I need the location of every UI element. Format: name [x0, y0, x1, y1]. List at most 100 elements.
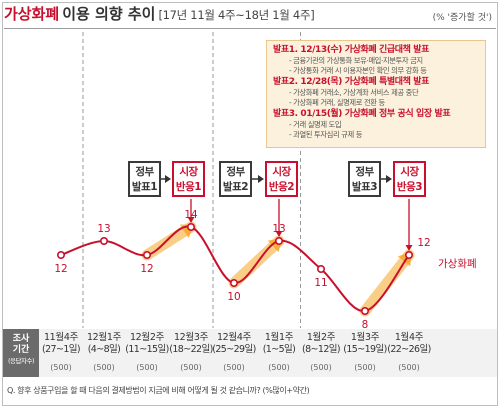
x-tick-n: (500)	[354, 363, 376, 372]
page-title: 가상화폐 이용 의향 추이 [17년 11월 4주~18년 1월 4주]	[4, 3, 315, 27]
reaction-drop-arrowhead	[275, 231, 283, 237]
axis-label: 조사 기간 (응답자수)	[3, 329, 39, 377]
x-tick-n: (500)	[310, 363, 332, 372]
announcement-2: 발표2. 12/28(목) 가상화폐 특별대책 발표 - 가상화폐 거래소, 가…	[273, 77, 479, 108]
data-point	[100, 237, 109, 246]
x-tick: 12월3주 (18~22일) (500)	[161, 332, 221, 373]
event-market-3: 시장 반응3	[393, 161, 426, 197]
data-point	[360, 306, 369, 315]
event-market-1: 시장 반응1	[172, 161, 205, 197]
x-tick-week: 1월4주	[394, 332, 424, 343]
announcement-1-title: 발표1. 12/13(수) 가상화폐 긴급대책 발표	[273, 45, 430, 55]
title-main: 이용 의향 추이	[62, 5, 156, 23]
period-band	[3, 329, 497, 377]
announcement-2-title: 발표2. 12/28(목) 가상화폐 특별대책 발표	[273, 77, 430, 87]
reaction-highlight	[359, 249, 415, 317]
event-gov-1: 정부 발표1	[128, 161, 161, 197]
x-tick-n: (500)	[50, 363, 72, 372]
data-point	[404, 251, 413, 260]
data-label: 13	[97, 223, 110, 235]
data-label: 11	[314, 277, 327, 289]
x-tick-week: 12월2주	[129, 332, 165, 343]
x-tick: 12월1주 (4~8일) (500)	[74, 332, 134, 373]
event-gov-2: 정부 발표2	[219, 161, 252, 197]
announcement-3-detail: - 과열된 투자심리 규제 등	[289, 130, 363, 139]
event-label: 발표1	[131, 181, 158, 193]
x-tick-week: 12월4주	[216, 332, 252, 343]
title-highlight: 가상화폐	[4, 5, 60, 23]
x-tick-week: 11월4주	[43, 332, 79, 343]
event-label: 정부	[226, 166, 245, 178]
x-tick: 1월2주 (8~12일) (500)	[291, 332, 351, 373]
data-label: 12	[140, 263, 153, 275]
data-label: 10	[227, 291, 240, 303]
x-tick-week: 1월3주	[350, 332, 380, 343]
data-point	[187, 223, 196, 232]
x-tick: 1월3주 (15~19일) (500)	[335, 332, 395, 373]
x-tick-n: (500)	[180, 363, 202, 372]
data-label: 12	[417, 237, 430, 249]
announcement-2-detail: - 가상화폐 거래소, 가상계좌 서비스 제공 중단	[289, 88, 419, 97]
x-tick-dates: (18~22일)	[169, 344, 213, 355]
announcement-1: 발표1. 12/13(수) 가상화폐 긴급대책 발표 - 금융기관의 가상통화 …	[273, 45, 479, 76]
event-arrowhead	[258, 175, 264, 183]
data-label: 8	[362, 319, 369, 331]
unit-label: (% '증가할 것')	[432, 13, 492, 23]
x-tick-dates: (1~5일)	[262, 344, 296, 355]
data-point	[230, 278, 239, 287]
event-label: 시장	[179, 166, 198, 178]
x-tick-dates: (15~19일)	[343, 344, 387, 355]
announcement-3-detail: - 거래 실명제 도입	[289, 120, 342, 129]
reaction-highlight	[228, 235, 285, 289]
announcement-1-detail: - 가상통화 거래 시 이용자본인 확인 의무 강화 등	[289, 66, 427, 75]
x-tick-n: (500)	[93, 363, 115, 372]
series-label: 가상화폐	[438, 258, 477, 270]
event-label: 반응1	[175, 181, 202, 193]
x-tick-week: 1월1주	[264, 332, 294, 343]
event-label: 반응2	[268, 181, 295, 193]
x-tick-dates: (11~15일)	[125, 344, 169, 355]
survey-question: Q. 향후 상품구입을 할 때 다음의 결제방법이 지금에 비해 어떻게 될 것…	[7, 386, 310, 395]
axis-label-line: 기간	[12, 345, 30, 355]
event-arrowhead	[165, 175, 171, 183]
event-label: 시장	[272, 166, 291, 178]
reaction-drop-arrowhead	[187, 217, 195, 223]
event-label: 정부	[135, 166, 154, 178]
x-tick-dates: (4~8일)	[87, 344, 121, 355]
event-label: 시장	[400, 166, 419, 178]
announcement-box: 발표1. 12/13(수) 가상화폐 긴급대책 발표 - 금융기관의 가상통화 …	[266, 40, 486, 148]
event-gov-3: 정부 발표3	[348, 161, 381, 197]
event-arrowhead	[386, 175, 392, 183]
x-tick-n: (500)	[136, 363, 158, 372]
axis-label-line: 조사	[12, 334, 30, 344]
x-tick-dates: (27~1일)	[41, 344, 81, 355]
x-tick: 1월4주 (22~26일) (500)	[379, 332, 439, 373]
event-label: 반응3	[396, 181, 423, 193]
x-tick: 11월4주 (27~1일) (500)	[31, 332, 91, 373]
data-point	[316, 264, 325, 273]
data-point	[274, 237, 283, 246]
x-tick: 12월2주 (11~15일) (500)	[117, 332, 177, 373]
reaction-drop-arrowhead	[405, 245, 413, 251]
announcement-1-detail: - 금융기관의 가상통화 보유·매입·지분투자 금지	[289, 56, 423, 65]
announcement-3: 발표3. 01/15(월) 가상화폐 정부 공식 입장 발표 - 거래 실명제 …	[273, 109, 479, 140]
event-market-2: 시장 반응2	[265, 161, 298, 197]
x-tick: 1월1주 (1~5일) (500)	[249, 332, 309, 373]
x-tick-n: (500)	[223, 363, 245, 372]
data-label: 12	[54, 263, 67, 275]
title-period: [17년 11월 4주~18년 1월 4주]	[158, 8, 315, 22]
x-tick-n: (500)	[268, 363, 290, 372]
data-point	[56, 251, 65, 260]
x-tick-dates: (8~12일)	[301, 344, 341, 355]
title-divider	[4, 28, 496, 29]
x-tick: 12월4주 (25~29일) (500)	[204, 332, 264, 373]
x-tick-week: 12월1주	[86, 332, 122, 343]
data-point	[143, 251, 152, 260]
event-label: 발표2	[222, 181, 249, 193]
event-label: 발표3	[351, 181, 378, 193]
axis-label-sub: (응답자수)	[8, 357, 35, 365]
x-tick-dates: (22~26일)	[387, 344, 431, 355]
x-tick-week: 1월2주	[306, 332, 336, 343]
announcement-2-detail: - 가상화폐 거래, 실명제로 전환 등	[289, 98, 385, 107]
